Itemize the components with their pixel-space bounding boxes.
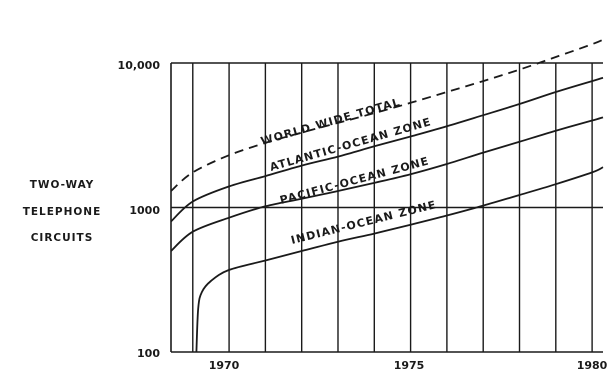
y-axis-title-line-3: CIRCUITS: [31, 232, 94, 244]
series-line-atlantic-ocean-zone: [170, 76, 604, 223]
series-line-world-wide-total: [170, 38, 604, 192]
y-tick-labels: 100 1000 10,000: [118, 59, 161, 360]
y-axis-title-line-1: TWO-WAY: [30, 179, 95, 191]
y-axis-title-line-2: TELEPHONE: [23, 206, 102, 218]
y-tick-label-10000: 10,000: [118, 59, 161, 72]
plot-frame: [170, 62, 603, 353]
x-tick-label-1970: 1970: [209, 359, 240, 372]
series-line-indian-ocean-zone: [195, 166, 604, 353]
grid: [171, 63, 603, 352]
series-line-pacific-ocean-zone: [170, 116, 604, 252]
y-axis-title: TWO-WAY TELEPHONE CIRCUITS: [23, 179, 102, 244]
x-tick-label-1980: 1980: [577, 359, 608, 372]
y-tick-label-1000: 1000: [129, 204, 160, 217]
label-indian-ocean-zone: INDIAN-OCEAN ZONE: [290, 198, 438, 247]
x-tick-labels: 1970 1975 1980: [209, 359, 608, 372]
series-lines: [170, 38, 604, 353]
x-tick-label-1975: 1975: [394, 359, 425, 372]
y-tick-label-100: 100: [137, 347, 160, 360]
